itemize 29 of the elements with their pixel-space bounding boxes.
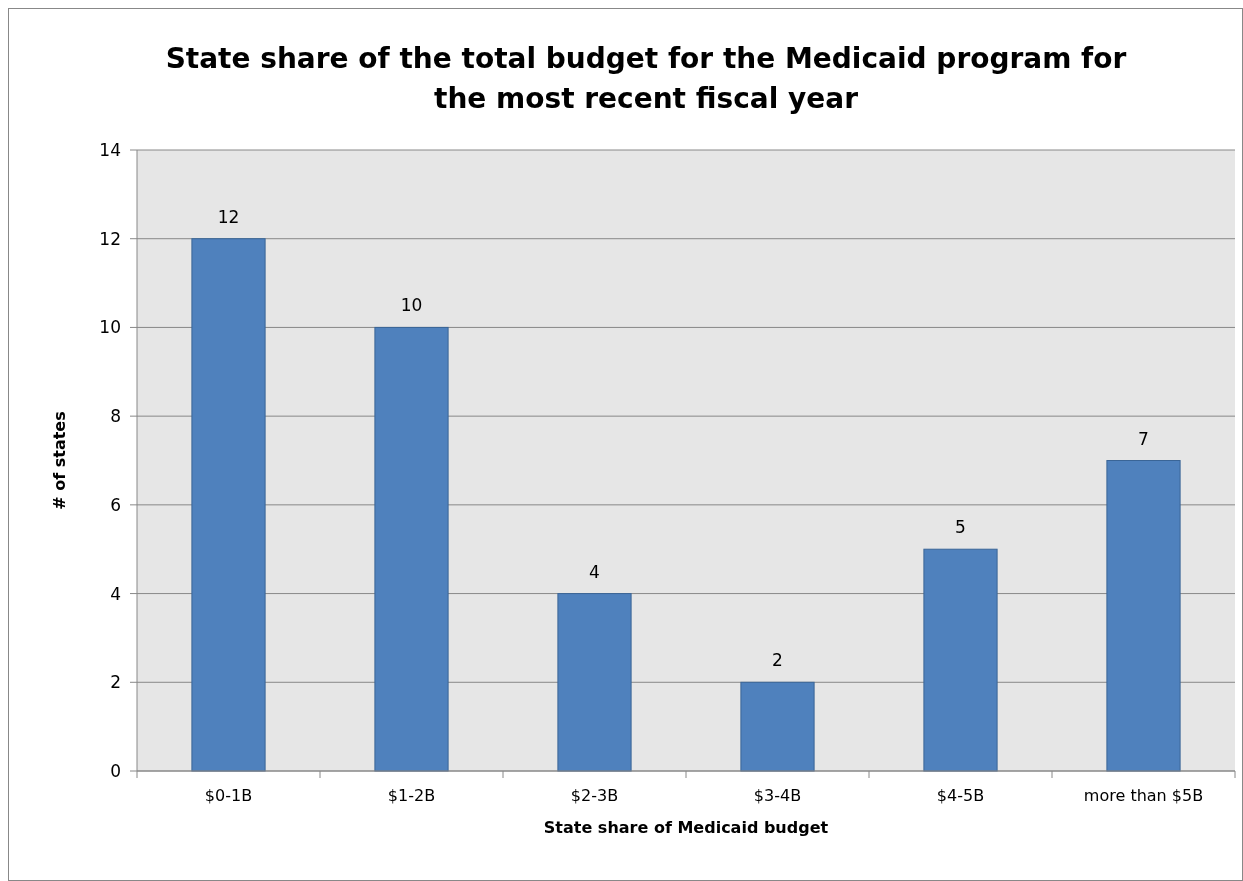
y-tick-label: 2 [110,672,121,693]
data-label: 5 [955,517,966,538]
data-label: 4 [589,561,600,582]
bar [1106,460,1181,772]
data-label: 12 [217,206,240,227]
x-tick-label: $4-5B [936,786,985,805]
x-tick-label: $2-3B [570,786,619,805]
x-axis-title: State share of Medicaid budget [543,818,829,837]
x-tick-label: more than $5B [1083,786,1204,805]
y-tick-label: 4 [110,583,121,604]
data-label: 10 [400,295,423,316]
bar [557,593,632,772]
bar [923,548,998,772]
y-tick-label: 12 [99,228,121,249]
y-tick-label: 8 [110,406,121,427]
x-tick-label: $0-1B [204,786,253,805]
y-tick-label: 14 [99,139,121,160]
y-tick-label: 0 [110,760,121,781]
x-tick-label: $1-2B [387,786,436,805]
data-label: 2 [772,650,783,671]
bar [740,681,815,772]
chart-title: State share of the total budget for the Medicaid program for the most recent fiscal year [165,42,1127,115]
data-label: 7 [1138,428,1149,449]
y-tick-label: 10 [99,317,121,338]
y-tick-label: 6 [110,494,121,515]
bar [191,238,266,772]
y-axis-title: # of states [50,411,69,510]
x-tick-label: $3-4B [753,786,802,805]
bar [374,326,449,772]
